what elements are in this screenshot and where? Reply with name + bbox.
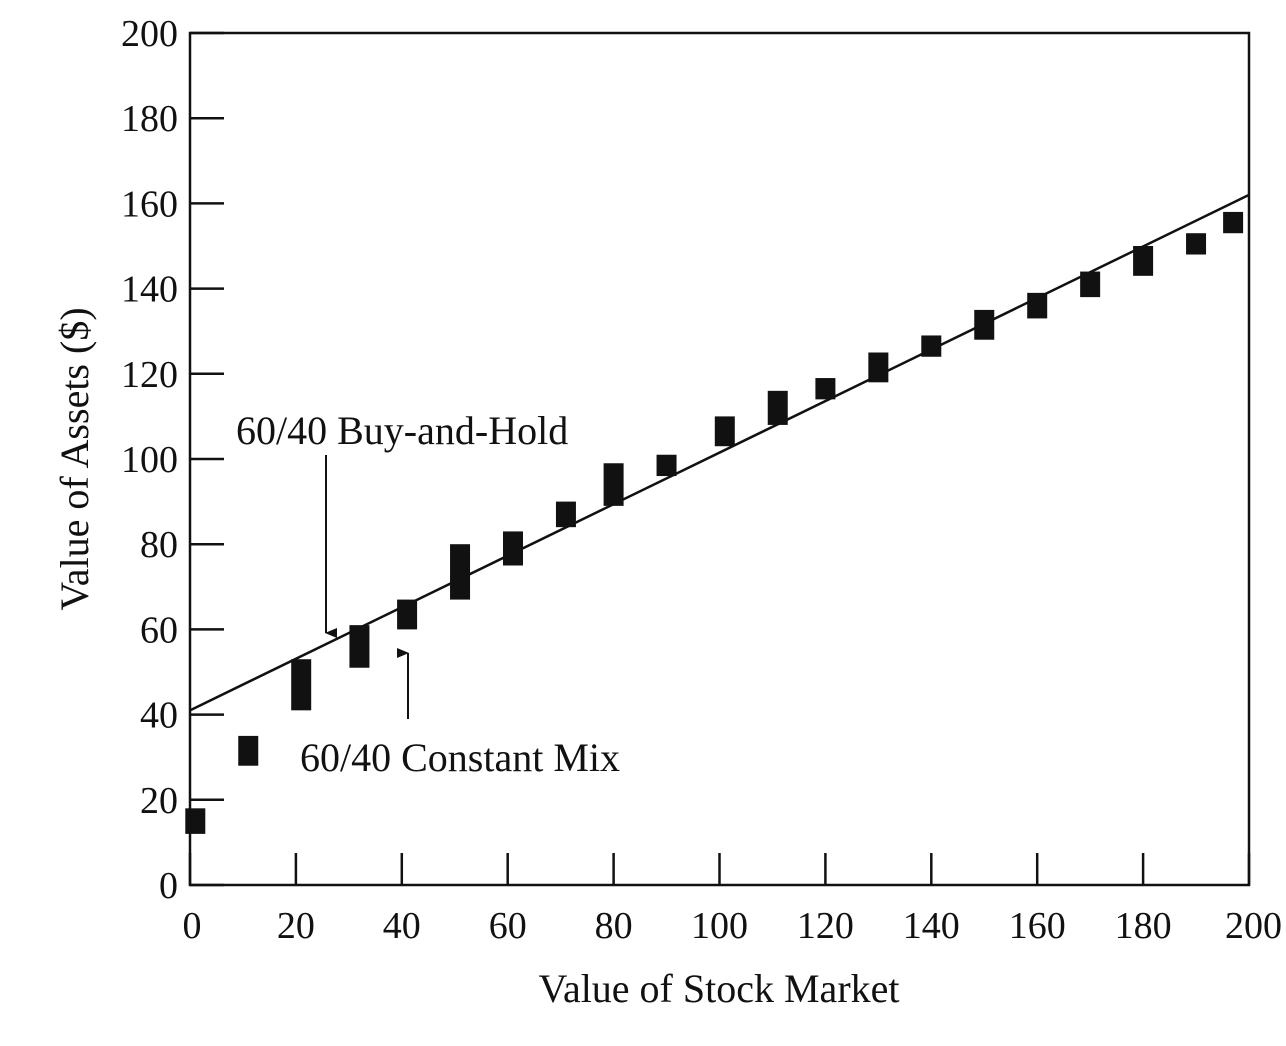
constant-mix-marker-80: [603, 463, 624, 506]
constant-mix-marker-11: [238, 735, 259, 766]
x-tick-label-60: 60: [489, 905, 527, 947]
constant-mix-marker-90: [656, 454, 677, 477]
y-tick-label-80: 80: [140, 524, 178, 566]
y-tick-label-180: 180: [121, 98, 178, 140]
x-tick-label-160: 160: [1009, 905, 1066, 947]
y-axis-tick-labels: 0 20 40 60 80 100 120 140 160 180 200: [121, 13, 178, 907]
constant-mix-marker-197: [1223, 211, 1244, 234]
y-tick-label-200: 200: [121, 13, 178, 55]
x-tick-label-120: 120: [797, 905, 854, 947]
x-axis-tick-labels: 0 20 40 60 80 100 120 140 160 180 200: [183, 905, 1283, 947]
y-axis-label: Value of Assets ($): [52, 307, 97, 610]
constant-mix-marker-130: [868, 352, 889, 383]
y-tick-label-120: 120: [121, 354, 178, 396]
x-tick-label-180: 180: [1115, 905, 1172, 947]
x-axis-label: Value of Stock Market: [538, 966, 899, 1011]
constant-mix-marker-41: [397, 599, 418, 630]
y-tick-label-40: 40: [140, 695, 178, 737]
x-tick-label-200: 200: [1225, 905, 1282, 947]
x-tick-label-140: 140: [903, 905, 960, 947]
constant-mix-marker-51: [450, 544, 471, 600]
y-axis-ticks: [190, 31, 224, 887]
constant-mix-marker-190: [1186, 233, 1207, 255]
annotation-buy-and-hold: 60/40 Buy-and-Hold: [236, 408, 568, 453]
y-tick-label-140: 140: [121, 269, 178, 311]
constant-mix-marker-1: [185, 808, 206, 834]
x-tick-label-80: 80: [595, 905, 633, 947]
y-tick-label-20: 20: [140, 780, 178, 822]
constant-mix-marker-32: [349, 625, 370, 668]
constant-mix-marker-21: [291, 659, 312, 711]
x-axis-ticks: [188, 853, 1251, 885]
x-tick-label-40: 40: [383, 905, 421, 947]
constant-mix-marker-140: [921, 335, 942, 357]
constant-mix-marker-101: [714, 416, 735, 447]
buy-and-hold-series: [189, 193, 1250, 712]
y-tick-label-60: 60: [140, 609, 178, 651]
constant-mix-marker-61: [502, 531, 523, 566]
constant-mix-marker-160: [1027, 292, 1048, 319]
x-tick-label-100: 100: [691, 905, 748, 947]
y-tick-label-0: 0: [159, 865, 178, 907]
constant-mix-marker-120: [815, 378, 836, 400]
constant-mix-marker-71: [555, 501, 576, 528]
constant-mix-marker-111: [767, 390, 788, 425]
x-tick-label-20: 20: [277, 905, 315, 947]
constant-mix-marker-170: [1080, 271, 1101, 298]
constant-mix-marker-180: [1133, 246, 1154, 276]
constant-mix-series: [185, 211, 1244, 834]
y-tick-label-100: 100: [121, 439, 178, 481]
constant-mix-marker-150: [974, 309, 995, 340]
annotation-constant-mix: 60/40 Constant Mix: [300, 735, 620, 780]
y-tick-label-160: 160: [121, 183, 178, 225]
buy-and-hold-line: [189, 193, 1250, 712]
x-tick-label-0: 0: [183, 905, 202, 947]
